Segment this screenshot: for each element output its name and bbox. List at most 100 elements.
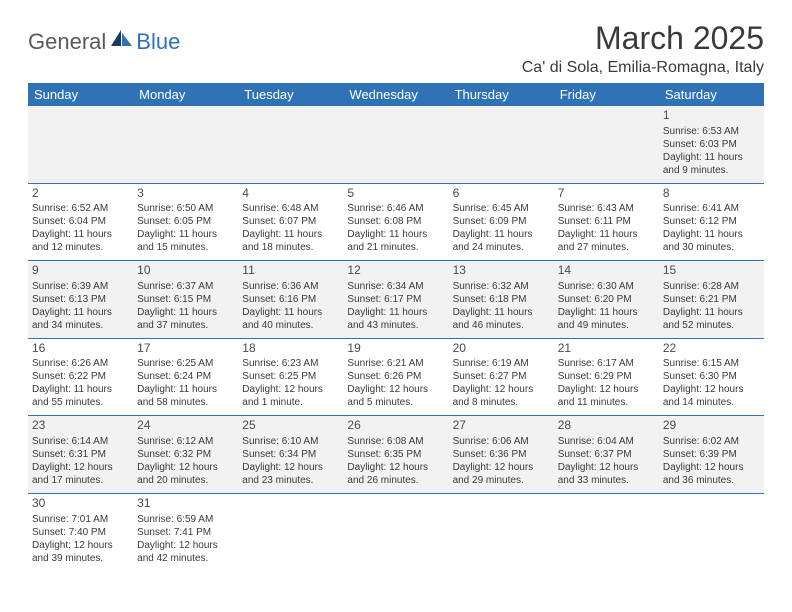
sunset-line: Sunset: 6:22 PM [32, 370, 129, 383]
calendar-cell: 28Sunrise: 6:04 AMSunset: 6:37 PMDayligh… [554, 416, 659, 494]
calendar-cell: 13Sunrise: 6:32 AMSunset: 6:18 PMDayligh… [449, 261, 554, 339]
calendar-cell: 16Sunrise: 6:26 AMSunset: 6:22 PMDayligh… [28, 338, 133, 416]
daylight-line: Daylight: 12 hours and 1 minute. [242, 383, 339, 409]
calendar-row: 2Sunrise: 6:52 AMSunset: 6:04 PMDaylight… [28, 183, 764, 261]
daylight-line: Daylight: 11 hours and 55 minutes. [32, 383, 129, 409]
calendar-cell: 23Sunrise: 6:14 AMSunset: 6:31 PMDayligh… [28, 416, 133, 494]
sunset-line: Sunset: 6:29 PM [558, 370, 655, 383]
weekday-saturday: Saturday [659, 83, 764, 106]
daylight-line: Daylight: 12 hours and 36 minutes. [663, 461, 760, 487]
sunset-line: Sunset: 6:30 PM [663, 370, 760, 383]
calendar-row: 16Sunrise: 6:26 AMSunset: 6:22 PMDayligh… [28, 338, 764, 416]
daylight-line: Daylight: 11 hours and 43 minutes. [347, 306, 444, 332]
day-number: 5 [347, 186, 444, 202]
sunset-line: Sunset: 6:03 PM [663, 138, 760, 151]
day-number: 2 [32, 186, 129, 202]
sunset-line: Sunset: 6:09 PM [453, 215, 550, 228]
day-number: 24 [137, 418, 234, 434]
sunrise-line: Sunrise: 6:04 AM [558, 435, 655, 448]
daylight-line: Daylight: 11 hours and 52 minutes. [663, 306, 760, 332]
sunset-line: Sunset: 6:34 PM [242, 448, 339, 461]
daylight-line: Daylight: 11 hours and 49 minutes. [558, 306, 655, 332]
calendar-cell: 9Sunrise: 6:39 AMSunset: 6:13 PMDaylight… [28, 261, 133, 339]
calendar-row: 30Sunrise: 7:01 AMSunset: 7:40 PMDayligh… [28, 493, 764, 570]
sunrise-line: Sunrise: 6:17 AM [558, 357, 655, 370]
day-number: 12 [347, 263, 444, 279]
calendar-cell: 14Sunrise: 6:30 AMSunset: 6:20 PMDayligh… [554, 261, 659, 339]
logo-text-blue: Blue [136, 29, 180, 55]
day-number: 11 [242, 263, 339, 279]
daylight-line: Daylight: 12 hours and 8 minutes. [453, 383, 550, 409]
calendar-cell: 22Sunrise: 6:15 AMSunset: 6:30 PMDayligh… [659, 338, 764, 416]
calendar-cell [238, 493, 343, 570]
day-number: 8 [663, 186, 760, 202]
calendar-cell: 15Sunrise: 6:28 AMSunset: 6:21 PMDayligh… [659, 261, 764, 339]
weekday-monday: Monday [133, 83, 238, 106]
daylight-line: Daylight: 11 hours and 37 minutes. [137, 306, 234, 332]
daylight-line: Daylight: 11 hours and 46 minutes. [453, 306, 550, 332]
calendar-cell: 29Sunrise: 6:02 AMSunset: 6:39 PMDayligh… [659, 416, 764, 494]
day-number: 13 [453, 263, 550, 279]
day-number: 3 [137, 186, 234, 202]
sunset-line: Sunset: 7:41 PM [137, 526, 234, 539]
calendar-table: Sunday Monday Tuesday Wednesday Thursday… [28, 83, 764, 571]
sunrise-line: Sunrise: 6:43 AM [558, 202, 655, 215]
sunrise-line: Sunrise: 6:48 AM [242, 202, 339, 215]
daylight-line: Daylight: 12 hours and 33 minutes. [558, 461, 655, 487]
sunrise-line: Sunrise: 6:26 AM [32, 357, 129, 370]
day-number: 19 [347, 341, 444, 357]
sunset-line: Sunset: 6:35 PM [347, 448, 444, 461]
sunset-line: Sunset: 6:39 PM [663, 448, 760, 461]
calendar-cell [343, 493, 448, 570]
calendar-cell [554, 493, 659, 570]
calendar-cell [133, 106, 238, 183]
sunset-line: Sunset: 6:13 PM [32, 293, 129, 306]
calendar-cell: 1Sunrise: 6:53 AMSunset: 6:03 PMDaylight… [659, 106, 764, 183]
sunset-line: Sunset: 6:37 PM [558, 448, 655, 461]
calendar-cell: 17Sunrise: 6:25 AMSunset: 6:24 PMDayligh… [133, 338, 238, 416]
day-number: 15 [663, 263, 760, 279]
calendar-cell [449, 106, 554, 183]
sunrise-line: Sunrise: 6:19 AM [453, 357, 550, 370]
sunrise-line: Sunrise: 6:28 AM [663, 280, 760, 293]
sunrise-line: Sunrise: 6:02 AM [663, 435, 760, 448]
page: General Blue March 2025 Ca' di Sola, Emi… [0, 0, 792, 591]
calendar-cell: 31Sunrise: 6:59 AMSunset: 7:41 PMDayligh… [133, 493, 238, 570]
weekday-header-row: Sunday Monday Tuesday Wednesday Thursday… [28, 83, 764, 106]
sunset-line: Sunset: 6:26 PM [347, 370, 444, 383]
sunrise-line: Sunrise: 6:46 AM [347, 202, 444, 215]
calendar-cell [343, 106, 448, 183]
calendar-cell [449, 493, 554, 570]
weekday-thursday: Thursday [449, 83, 554, 106]
calendar-cell [554, 106, 659, 183]
sunrise-line: Sunrise: 6:59 AM [137, 513, 234, 526]
day-number: 23 [32, 418, 129, 434]
calendar-cell [659, 493, 764, 570]
sunrise-line: Sunrise: 6:53 AM [663, 125, 760, 138]
day-number: 17 [137, 341, 234, 357]
weekday-tuesday: Tuesday [238, 83, 343, 106]
calendar-cell: 27Sunrise: 6:06 AMSunset: 6:36 PMDayligh… [449, 416, 554, 494]
day-number: 26 [347, 418, 444, 434]
day-number: 10 [137, 263, 234, 279]
daylight-line: Daylight: 11 hours and 18 minutes. [242, 228, 339, 254]
sunrise-line: Sunrise: 7:01 AM [32, 513, 129, 526]
sunrise-line: Sunrise: 6:39 AM [32, 280, 129, 293]
sunrise-line: Sunrise: 6:37 AM [137, 280, 234, 293]
day-number: 16 [32, 341, 129, 357]
day-number: 4 [242, 186, 339, 202]
calendar-cell: 25Sunrise: 6:10 AMSunset: 6:34 PMDayligh… [238, 416, 343, 494]
day-number: 31 [137, 496, 234, 512]
daylight-line: Daylight: 11 hours and 30 minutes. [663, 228, 760, 254]
daylight-line: Daylight: 11 hours and 34 minutes. [32, 306, 129, 332]
day-number: 29 [663, 418, 760, 434]
calendar-cell: 4Sunrise: 6:48 AMSunset: 6:07 PMDaylight… [238, 183, 343, 261]
sunset-line: Sunset: 6:11 PM [558, 215, 655, 228]
daylight-line: Daylight: 12 hours and 42 minutes. [137, 539, 234, 565]
sunset-line: Sunset: 6:25 PM [242, 370, 339, 383]
calendar-cell: 18Sunrise: 6:23 AMSunset: 6:25 PMDayligh… [238, 338, 343, 416]
calendar-cell: 19Sunrise: 6:21 AMSunset: 6:26 PMDayligh… [343, 338, 448, 416]
sunset-line: Sunset: 6:16 PM [242, 293, 339, 306]
logo-text-general: General [28, 29, 106, 55]
sunset-line: Sunset: 6:17 PM [347, 293, 444, 306]
